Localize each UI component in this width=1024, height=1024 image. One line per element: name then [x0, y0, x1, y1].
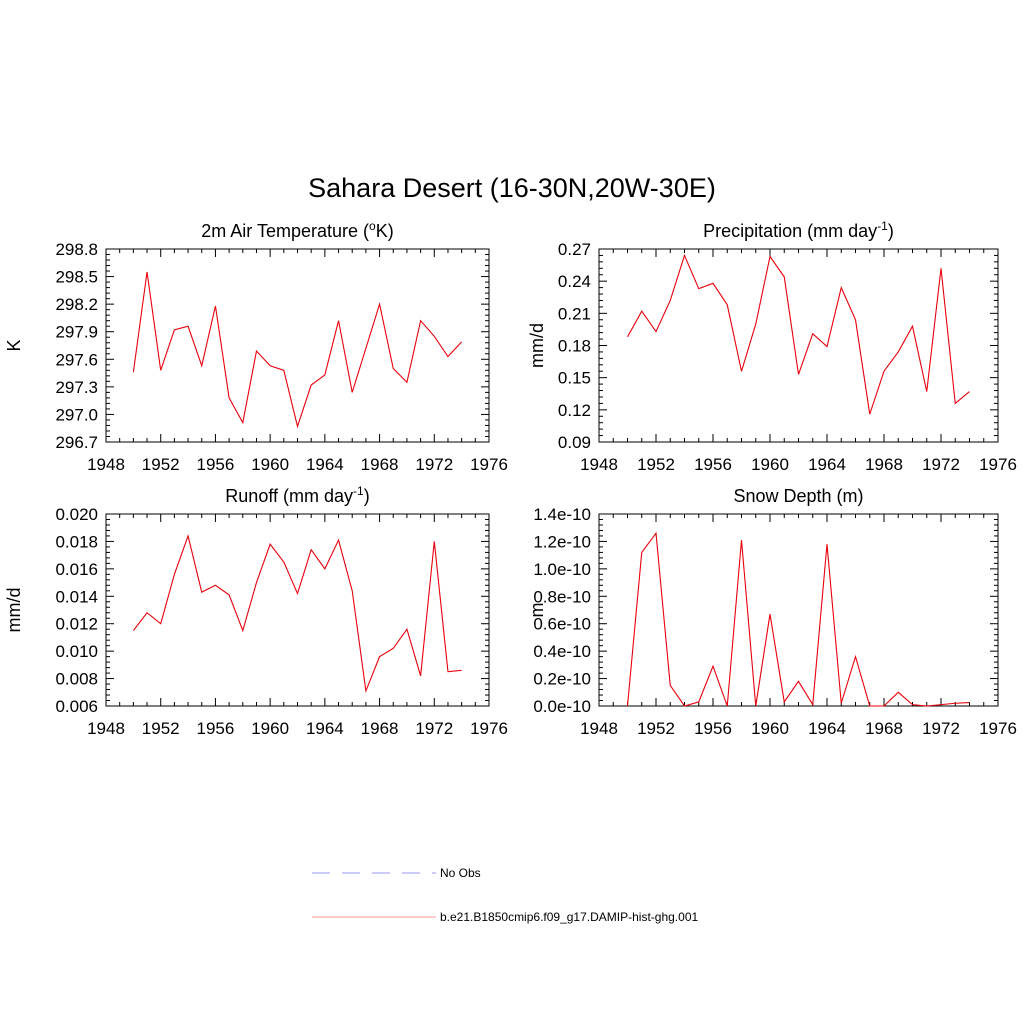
- y-axis-label: K: [4, 339, 24, 351]
- x-tick-label: 1952: [637, 719, 675, 738]
- panel-2: Precipitation (mm day-1) mm/d 1948 1952 1956…: [527, 219, 1017, 474]
- panel-title-superscript: -1: [877, 219, 888, 233]
- panel-title: Runoff (mm day-1): [225, 484, 369, 506]
- y-tick-label: 0.8e-10: [533, 587, 591, 606]
- x-tick-label: 1968: [361, 455, 399, 474]
- x-tick-label: 1952: [637, 455, 675, 474]
- x-tick-label: 1948: [87, 719, 125, 738]
- y-tick-label: 1.2e-10: [533, 532, 591, 551]
- panel-title: Snow Depth (m): [733, 486, 863, 506]
- panel-title-main: 2m Air Temperature (: [201, 221, 369, 241]
- legend-label-1: No Obs: [440, 866, 481, 880]
- panel-title-superscript: -1: [353, 484, 364, 498]
- panel-title-main: Snow Depth (m): [733, 486, 863, 506]
- panel-title-end: ): [364, 486, 370, 506]
- y-tick-label: 0.010: [55, 642, 98, 661]
- y-tick-label: 298.5: [55, 268, 98, 287]
- x-tick-label: 1952: [142, 455, 180, 474]
- x-tick-label: 1960: [251, 455, 289, 474]
- x-tick-label: 1956: [694, 455, 732, 474]
- y-tick-label: 296.7: [55, 433, 98, 452]
- y-axis-label: mm/d: [4, 588, 24, 633]
- x-tick-label: 1960: [751, 719, 789, 738]
- y-tick-label: 0.15: [558, 369, 591, 388]
- x-tick-label: 1972: [922, 455, 960, 474]
- x-tick-label: 1976: [470, 719, 508, 738]
- x-tick-label: 1956: [694, 719, 732, 738]
- panel-1: 2m Air Temperature (oK) K 1948 1952 1956 1960…: [4, 219, 508, 474]
- x-tick-label: 1972: [415, 455, 453, 474]
- y-tick-label: 297.0: [55, 405, 98, 424]
- x-tick-label: 1968: [865, 455, 903, 474]
- x-tick-label: 1964: [306, 455, 344, 474]
- y-tick-label: 0.24: [558, 272, 591, 291]
- series-line-1: [627, 253, 970, 415]
- x-tick-label: 1964: [808, 719, 846, 738]
- y-tick-label: 298.2: [55, 295, 98, 314]
- x-tick-label: 1956: [197, 719, 235, 738]
- y-tick-label: 0.014: [55, 587, 98, 606]
- plot-frame: [105, 513, 490, 707]
- y-tick-label: 0.0e-10: [533, 697, 591, 716]
- x-tick-label: 1952: [142, 719, 180, 738]
- y-tick-label: 0.016: [55, 560, 98, 579]
- panel-title-main: Precipitation (mm day: [703, 221, 877, 241]
- figure-title: Sahara Desert (16-30N,20W-30E): [308, 173, 716, 203]
- y-tick-label: 0.6e-10: [533, 615, 591, 634]
- y-tick-label: 297.6: [55, 350, 98, 369]
- y-tick-label: 0.020: [55, 505, 98, 524]
- panels: 2m Air Temperature (oK) K 1948 1952 1956 1960…: [4, 219, 1017, 738]
- panel-title-end: K): [376, 221, 394, 241]
- x-tick-label: 1948: [580, 455, 618, 474]
- panel-title: Precipitation (mm day-1): [703, 219, 894, 241]
- y-tick-label: 0.008: [55, 670, 98, 689]
- y-tick-label: 0.4e-10: [533, 642, 591, 661]
- x-tick-label: 1972: [415, 719, 453, 738]
- y-tick-label: 0.006: [55, 697, 98, 716]
- x-tick-label: 1968: [865, 719, 903, 738]
- x-tick-label: 1960: [251, 719, 289, 738]
- y-tick-label: 0.2e-10: [533, 670, 591, 689]
- x-tick-label: 1968: [361, 719, 399, 738]
- y-axis-label: m: [527, 603, 547, 618]
- panel-3: Runoff (mm day-1) mm/d 1948 1952 1956 1960 196…: [4, 484, 508, 738]
- x-tick-label: 1956: [197, 455, 235, 474]
- series-line-1: [132, 534, 462, 694]
- y-tick-label: 0.09: [558, 433, 591, 452]
- plot-frame: [598, 248, 999, 443]
- x-tick-label: 1976: [979, 719, 1017, 738]
- y-tick-label: 297.9: [55, 323, 98, 342]
- x-tick-label: 1976: [979, 455, 1017, 474]
- panel-title-superscript: o: [369, 219, 376, 233]
- panel-4: Snow Depth (m) m 1948 1952 1956 1960 1964 1968 1…: [527, 486, 1017, 738]
- x-tick-label: 1964: [808, 455, 846, 474]
- plot-frame: [105, 248, 490, 443]
- x-tick-label: 1960: [751, 455, 789, 474]
- panel-title: 2m Air Temperature (oK): [201, 219, 393, 241]
- y-tick-label: 0.18: [558, 337, 591, 356]
- plot-frame: [598, 513, 999, 707]
- y-axis-label: mm/d: [527, 323, 547, 368]
- series-line-1: [626, 531, 970, 707]
- panel-title-end: ): [888, 221, 894, 241]
- y-tick-label: 1.0e-10: [533, 560, 591, 579]
- x-tick-label: 1964: [306, 719, 344, 738]
- y-tick-label: 0.21: [558, 304, 591, 323]
- x-tick-label: 1976: [470, 455, 508, 474]
- legend: No Obs b.e21.B1850cmip6.f09_g17.DAMIP-his…: [312, 866, 698, 924]
- x-tick-label: 1972: [922, 719, 960, 738]
- y-tick-label: 298.8: [55, 240, 98, 259]
- y-tick-label: 297.3: [55, 378, 98, 397]
- x-tick-label: 1948: [580, 719, 618, 738]
- y-tick-label: 0.018: [55, 532, 98, 551]
- series-line-1: [132, 271, 463, 429]
- legend-label-2: b.e21.B1850cmip6.f09_g17.DAMIP-hist-ghg.…: [440, 910, 698, 924]
- y-tick-label: 0.12: [558, 401, 591, 420]
- y-tick-label: 0.012: [55, 615, 98, 634]
- y-tick-label: 1.4e-10: [533, 505, 591, 524]
- panel-title-main: Runoff (mm day: [225, 486, 353, 506]
- x-tick-label: 1948: [87, 455, 125, 474]
- y-tick-label: 0.27: [558, 240, 591, 259]
